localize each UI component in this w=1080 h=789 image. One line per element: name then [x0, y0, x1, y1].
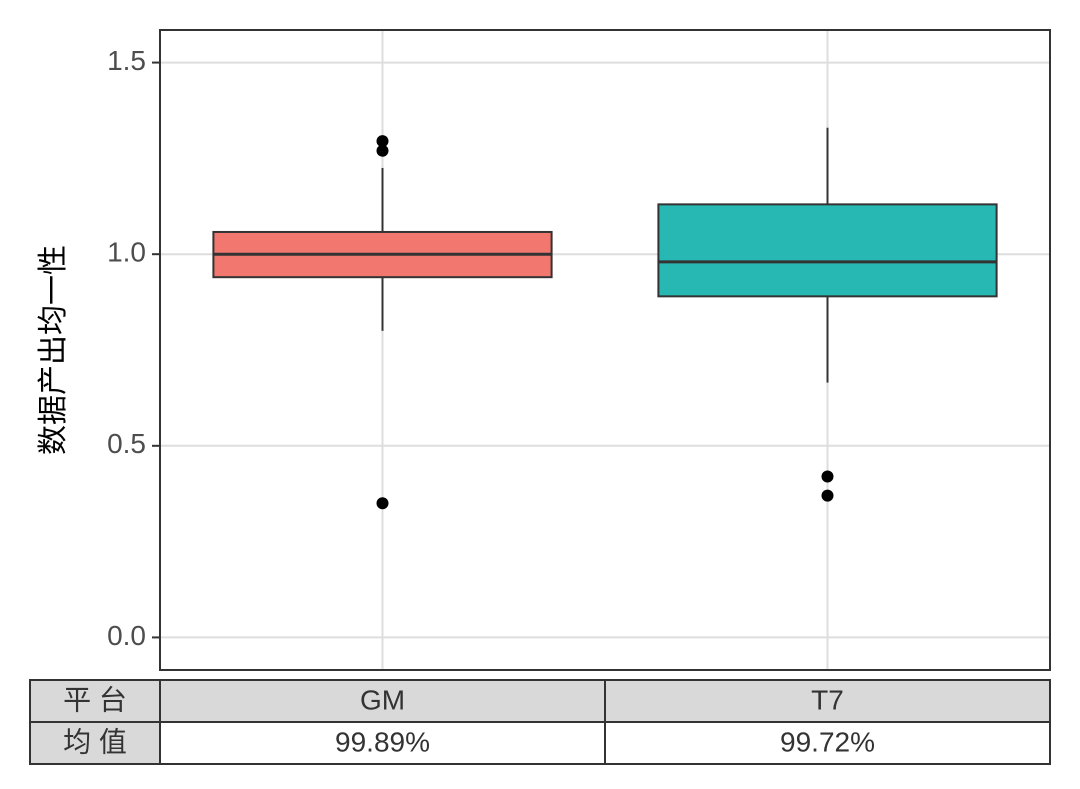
outlier-point: [377, 497, 389, 509]
y-axis-label: 数据产出均一性: [37, 245, 70, 455]
table-cell-text: GM: [360, 684, 405, 715]
boxplot-figure: 0.0 0.5 1.0 1.5 数据产出均一性平 台 GM T7 均 值 99.89% 99.72…: [0, 0, 1080, 789]
table-label-text: 均 值: [63, 726, 127, 757]
y-tick-label: 1.5: [107, 45, 146, 76]
box-T7: [658, 204, 996, 296]
y-tick-label: 1.0: [107, 237, 146, 268]
y-tick-label: 0.0: [107, 620, 146, 651]
table-cell-text: T7: [811, 684, 844, 715]
table-cell-text: 99.89%: [335, 726, 430, 757]
boxplot-svg: 0.0 0.5 1.0 1.5 数据产出均一性平 台 GM T7 均 值 99.89% 99.72…: [0, 0, 1080, 789]
outlier-point: [377, 135, 389, 147]
table-label-text: 平 台: [63, 684, 127, 715]
outlier-point: [822, 470, 834, 482]
outlier-point: [822, 490, 834, 502]
y-tick-label: 0.5: [107, 428, 146, 459]
table-cell-text: 99.72%: [780, 726, 875, 757]
